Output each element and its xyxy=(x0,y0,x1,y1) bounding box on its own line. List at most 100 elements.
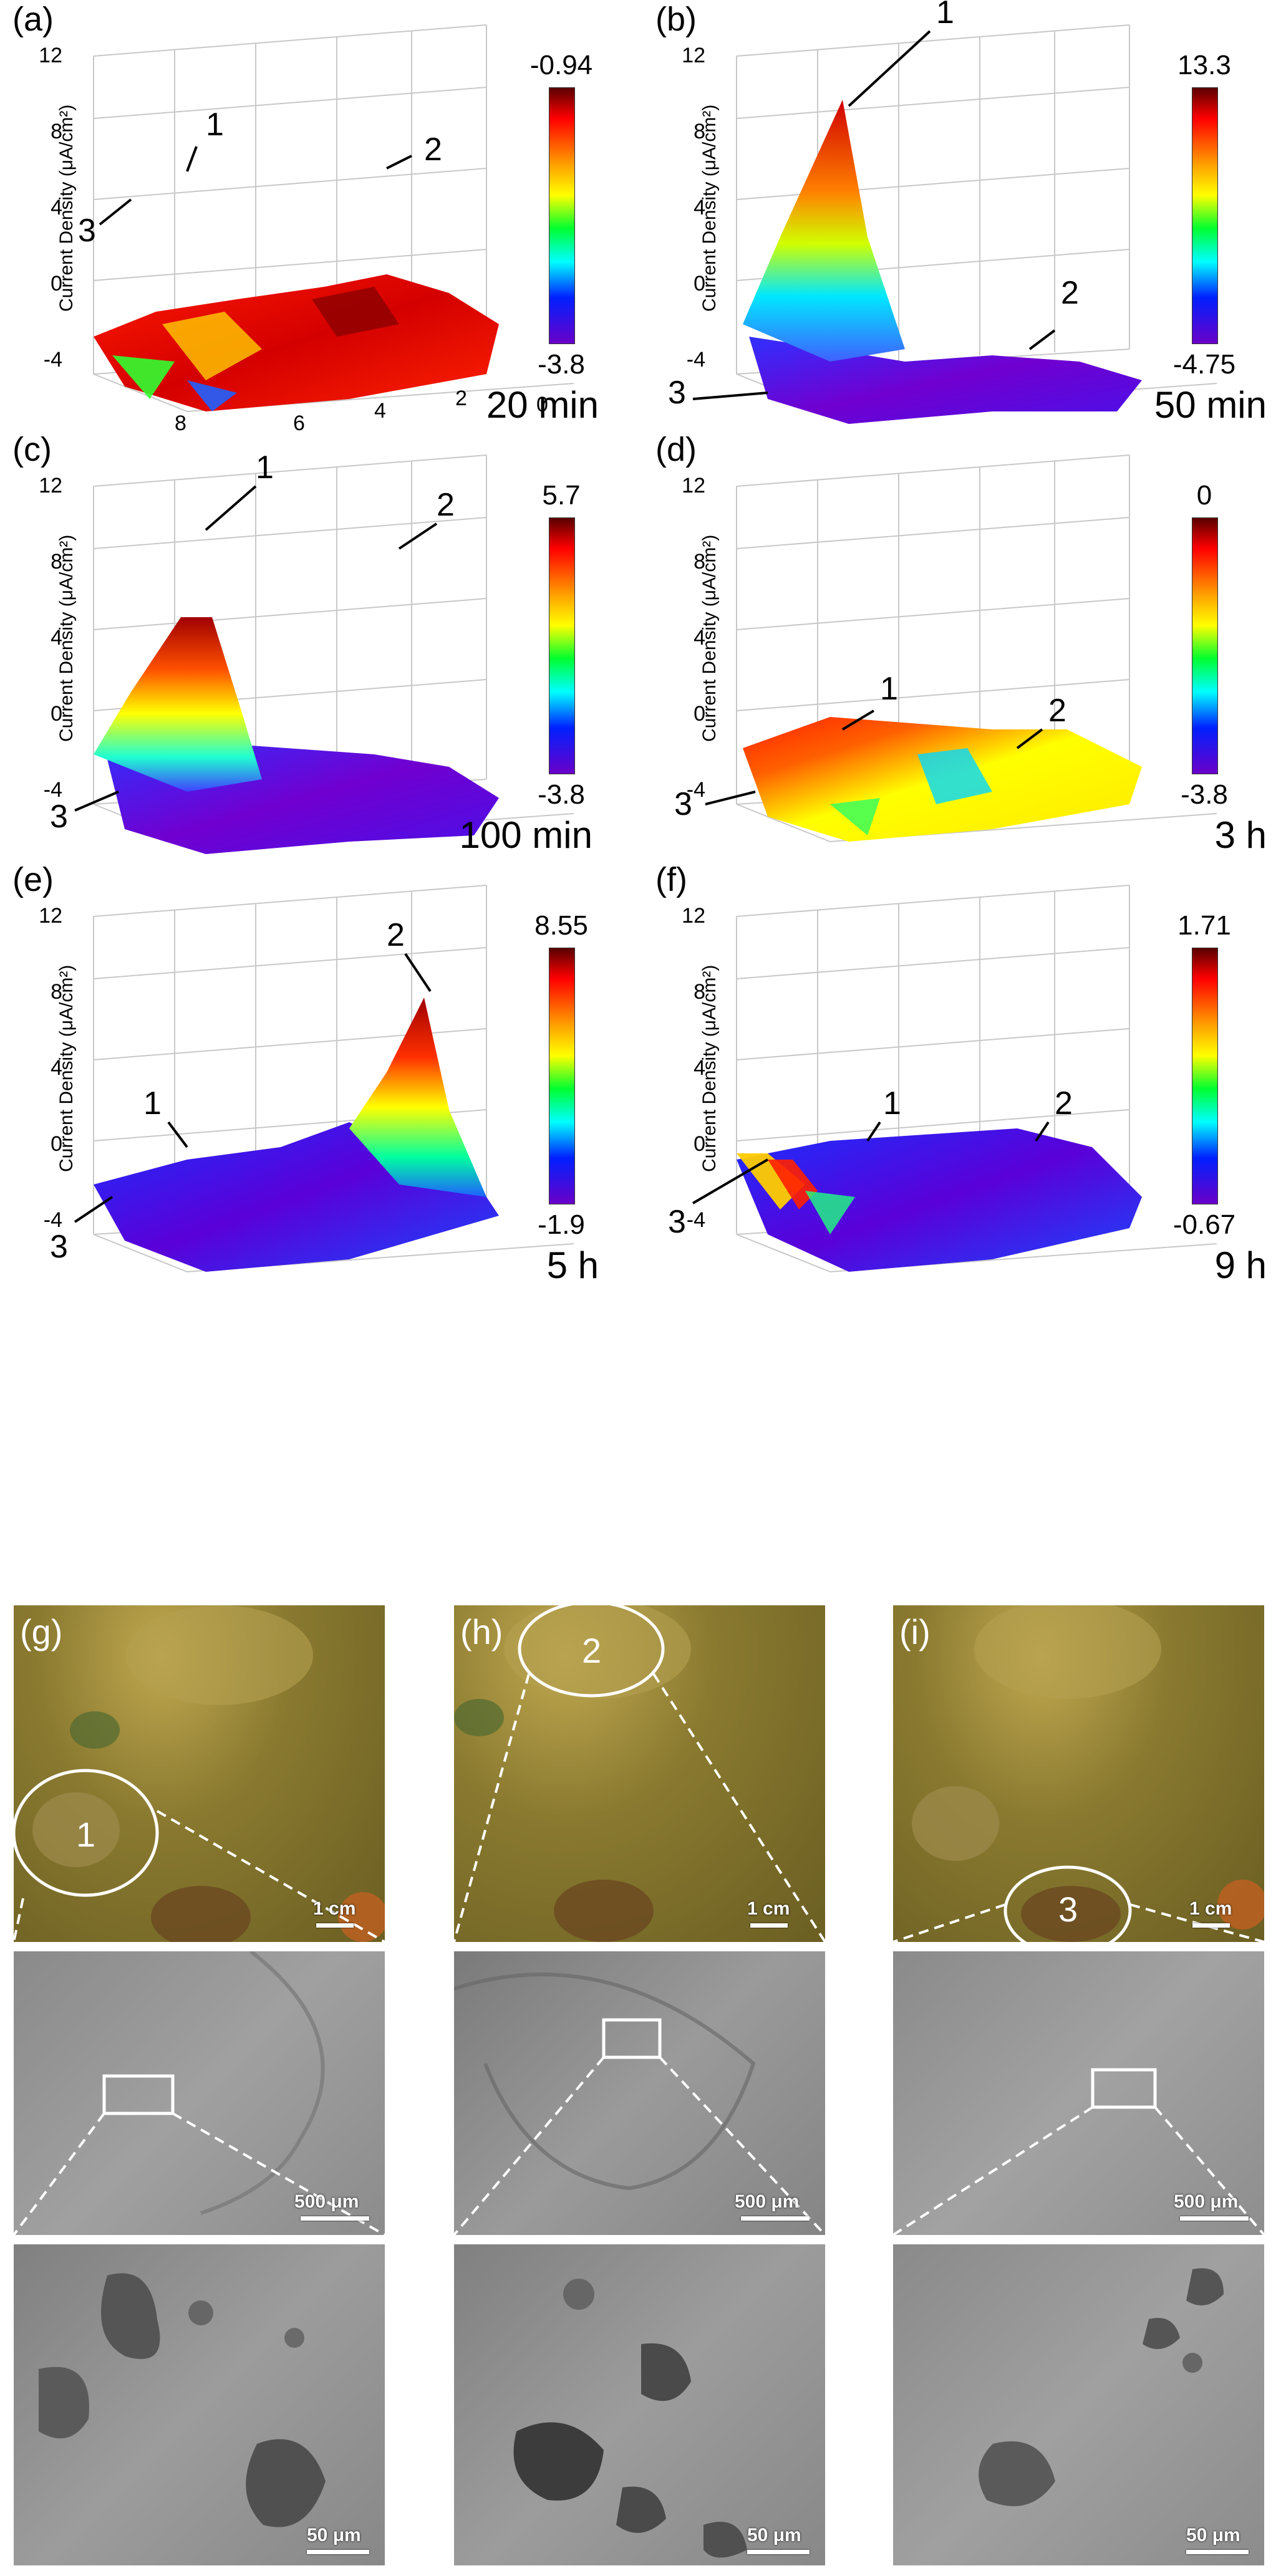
micro-h: (h) 2 1 cm 500 μm 50 μm xyxy=(454,1605,825,2565)
arrow-3 xyxy=(705,791,756,805)
ztick: 0 xyxy=(51,1132,62,1156)
scale-bar xyxy=(741,2216,810,2221)
ztick: 0 xyxy=(694,1132,705,1156)
ztick: 4 xyxy=(51,196,62,219)
sem-mid-i: 500 μm xyxy=(893,1951,1264,2235)
ztick: 12 xyxy=(682,474,705,497)
panel-c: 12 8 4 0 -4 Current Density (μA/cm²) (c)… xyxy=(0,430,643,860)
scale-bar xyxy=(301,2216,369,2221)
marker-3: 3 xyxy=(78,213,96,249)
surface-d-shade xyxy=(830,798,880,835)
arrow-3 xyxy=(692,392,768,400)
arrow-2 xyxy=(404,953,432,992)
ztick: 8 xyxy=(694,980,705,1004)
sem-mid-h: 500 μm xyxy=(454,1951,825,2235)
marker-1: 1 xyxy=(256,449,274,486)
ztick: 12 xyxy=(682,904,705,928)
colorbar xyxy=(1192,87,1218,344)
ztick: 8 xyxy=(51,980,62,1004)
ztick: 12 xyxy=(682,44,705,67)
scale-bar xyxy=(307,2550,369,2554)
panel-b: 12 8 4 0 -4 Current Density (μA/cm²) (b)… xyxy=(643,0,1286,430)
xtick: 8 xyxy=(175,411,186,435)
panel-label: (a) xyxy=(12,1,54,38)
ztick: 12 xyxy=(39,904,62,928)
plot-a-zticks: 12 8 4 0 -4 xyxy=(39,44,62,372)
ztick: -4 xyxy=(44,1208,62,1232)
scale-bar xyxy=(1192,1923,1230,1928)
panel-label: (g) xyxy=(20,1612,63,1651)
ztick: 8 xyxy=(51,550,62,574)
ztick: 0 xyxy=(51,702,62,726)
surface-a xyxy=(94,274,499,411)
ztick: 12 xyxy=(39,44,62,67)
micro-i: (i) 3 1 cm 500 μm 50 μm xyxy=(893,1605,1264,2565)
scale-bar xyxy=(747,2550,810,2554)
marker-3: 3 xyxy=(50,1229,68,1265)
colorbar-max: 1.71 xyxy=(1177,910,1231,941)
colorbar-min: -3.8 xyxy=(538,779,585,810)
scale-bar xyxy=(1186,2550,1249,2554)
ytick: 0 xyxy=(536,393,548,416)
arrow-3 xyxy=(74,791,119,812)
photo-g-art xyxy=(14,1605,385,1942)
colorbar-max: 13.3 xyxy=(1177,50,1231,80)
surface-f-shade xyxy=(805,1191,855,1234)
arrow-1 xyxy=(866,1121,881,1142)
photo-i: (i) 3 1 cm xyxy=(893,1605,1264,1942)
ztick: -4 xyxy=(687,348,705,372)
surface-a-shade xyxy=(162,312,262,380)
colorbar-max: 0 xyxy=(1196,480,1212,511)
arrow-2 xyxy=(1028,329,1056,350)
colorbar-min: -0.67 xyxy=(1172,1209,1236,1240)
marker-3: 3 xyxy=(674,786,692,822)
arrow-2 xyxy=(398,522,438,550)
ztick: 0 xyxy=(51,272,62,296)
panel-e: 12 8 4 0 -4 Current Density (μA/cm²) (e)… xyxy=(0,860,643,1290)
colorbar-max: 5.7 xyxy=(542,480,581,511)
colorbar xyxy=(549,517,575,774)
arrow-3 xyxy=(74,1196,114,1223)
ztick: 0 xyxy=(694,272,705,296)
marker-2: 2 xyxy=(1048,693,1066,729)
time-label: 20 min xyxy=(486,384,599,426)
marker-2: 2 xyxy=(1055,1085,1073,1122)
surface-f xyxy=(737,1128,1142,1272)
arrow-2 xyxy=(386,155,412,170)
arrow-1 xyxy=(205,485,257,531)
ztick: 4 xyxy=(51,626,62,650)
panel-f: 12 8 4 0 -4 Current Density (μA/cm²) (f)… xyxy=(643,860,1286,1290)
marker-1: 1 xyxy=(883,1085,901,1122)
marker-2: 2 xyxy=(437,487,455,523)
ztick: 8 xyxy=(694,550,705,574)
scale-bar xyxy=(750,1923,788,1928)
sem-low-h: 50 μm xyxy=(454,2244,825,2565)
sem-low-i: 50 μm xyxy=(893,2244,1264,2565)
ztick: 12 xyxy=(39,474,62,497)
marker-3: 3 xyxy=(50,799,68,835)
arrow-1 xyxy=(848,30,931,107)
colorbar xyxy=(1192,517,1218,774)
marker-1: 1 xyxy=(880,671,898,707)
zlabel: Current Density (μA/cm²) xyxy=(56,104,77,312)
time-label: 50 min xyxy=(1154,384,1267,426)
time-label: 3 h xyxy=(1214,814,1267,856)
scale-label: 1 cm xyxy=(313,1898,356,1919)
time-label: 100 min xyxy=(459,814,592,856)
time-label: 5 h xyxy=(546,1244,599,1286)
marker-3: 3 xyxy=(668,375,686,411)
ztick: -4 xyxy=(687,778,705,802)
zlabel: Current Density (μA/cm²) xyxy=(699,964,720,1172)
scale-label: 500 μm xyxy=(735,2191,800,2212)
panel-label: (i) xyxy=(899,1612,931,1651)
arrow-2 xyxy=(1035,1121,1050,1142)
scale-label: 1 cm xyxy=(1189,1898,1232,1919)
arrow-3 xyxy=(99,198,132,226)
scale-label: 500 μm xyxy=(1174,2191,1239,2212)
colorbar-max: 8.55 xyxy=(534,910,588,941)
scale-bar xyxy=(316,1923,354,1928)
marker-1: 1 xyxy=(936,0,954,31)
scale-bar xyxy=(1180,2216,1249,2221)
scale-label: 50 μm xyxy=(1186,2525,1240,2545)
surface-d-shade xyxy=(917,748,992,804)
